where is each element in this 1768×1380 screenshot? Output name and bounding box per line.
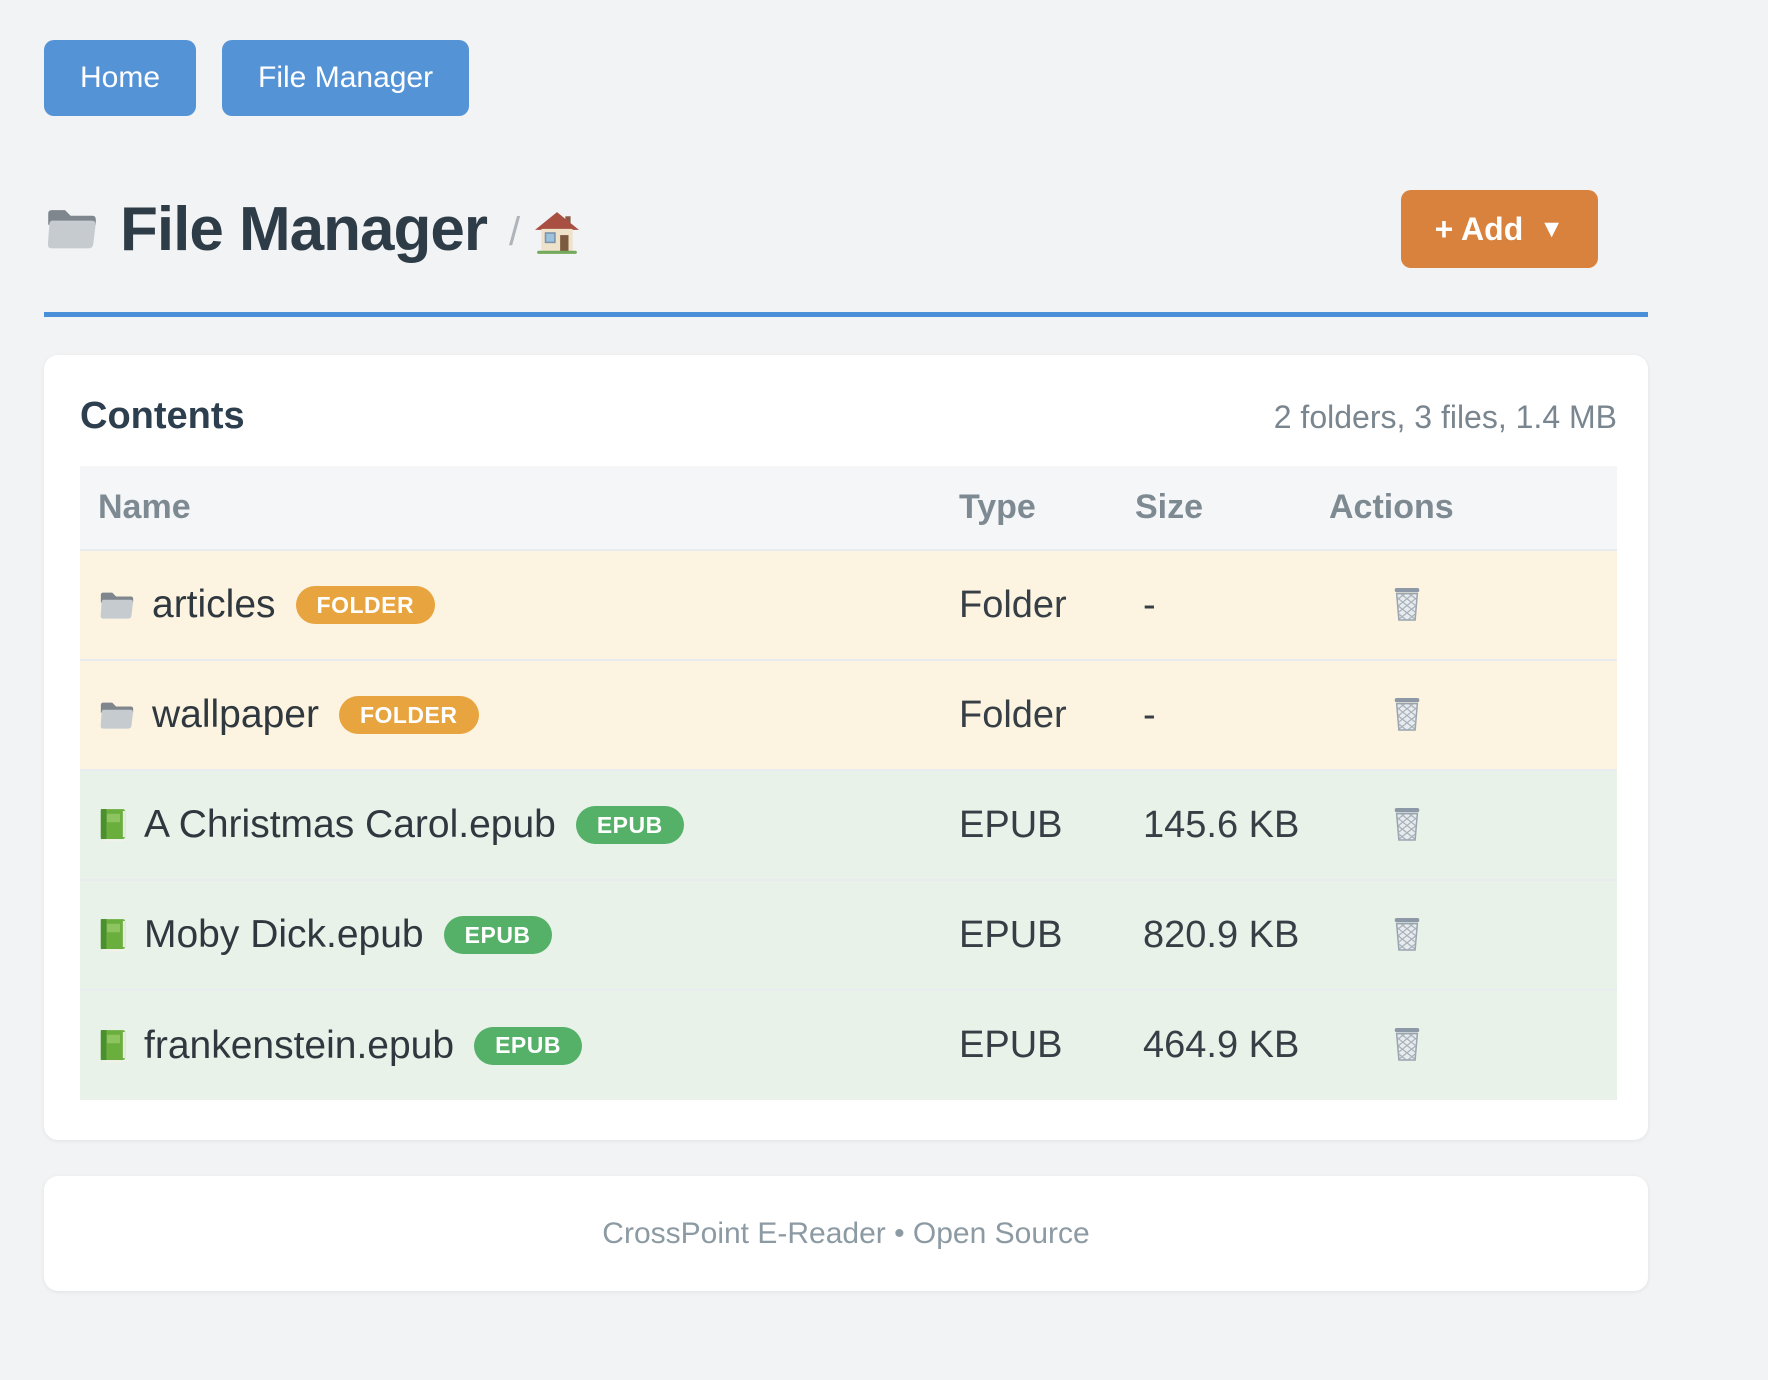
trash-icon — [1394, 697, 1420, 731]
title-group: File Manager / — [44, 194, 580, 265]
file-name: A Christmas Carol.epub — [144, 803, 556, 846]
folder-icon — [100, 702, 134, 729]
type-cell: EPUB — [943, 990, 1119, 1100]
type-cell: Folder — [943, 660, 1119, 770]
folder-icon — [100, 592, 134, 619]
file-name: wallpaper — [152, 693, 319, 736]
book-icon — [100, 919, 126, 952]
size-cell: - — [1119, 550, 1301, 660]
size-cell: - — [1119, 660, 1301, 770]
add-button[interactable]: + Add ▼ — [1400, 190, 1598, 268]
type-badge: FOLDER — [295, 586, 436, 624]
contents-summary: 2 folders, 3 files, 1.4 MB — [1273, 399, 1617, 435]
file-link[interactable]: Moby Dick.epub — [98, 913, 424, 957]
type-badge: FOLDER — [338, 696, 479, 734]
top-nav: Home File Manager — [44, 40, 1648, 116]
nav-button-file-manager[interactable]: File Manager — [222, 40, 470, 116]
title-divider — [44, 312, 1648, 317]
file-link[interactable]: articles — [98, 583, 276, 627]
page-header: File Manager / + Add ▼ — [44, 190, 1648, 268]
column-header-size: Size — [1119, 466, 1301, 550]
type-cell: Folder — [943, 550, 1119, 660]
delete-button[interactable] — [1391, 915, 1423, 956]
type-cell: EPUB — [943, 770, 1119, 880]
contents-card: Contents 2 folders, 3 files, 1.4 MB Name… — [44, 355, 1648, 1140]
type-badge: EPUB — [575, 806, 684, 844]
type-badge: EPUB — [474, 1026, 582, 1065]
table-row: frankenstein.epub EPUB EPUB 464.9 KB — [80, 990, 1617, 1100]
table-row: Moby Dick.epub EPUB EPUB 820.9 KB — [80, 880, 1617, 990]
trash-icon — [1394, 1028, 1420, 1061]
file-name: Moby Dick.epub — [144, 913, 424, 956]
column-header-type: Type — [943, 466, 1119, 550]
caret-down-icon: ▼ — [1539, 214, 1564, 243]
column-header-name: Name — [80, 466, 943, 550]
file-link[interactable]: A Christmas Carol.epub — [98, 803, 556, 847]
nav-button-home[interactable]: Home — [44, 40, 197, 116]
book-icon — [100, 809, 126, 842]
delete-button[interactable] — [1391, 695, 1423, 736]
column-header-actions: Actions — [1301, 466, 1617, 550]
house-icon[interactable] — [534, 211, 580, 255]
page: Home File Manager File Manager / + Add ▼ — [44, 0, 1648, 1291]
contents-heading: Contents — [80, 395, 245, 437]
table-row: articles FOLDER Folder - — [80, 550, 1617, 660]
trash-icon — [1394, 587, 1420, 621]
footer-text: CrossPoint E-Reader • Open Source — [602, 1216, 1090, 1250]
book-icon — [100, 1029, 126, 1063]
file-link[interactable]: frankenstein.epub — [98, 1024, 454, 1068]
type-cell: EPUB — [943, 880, 1119, 990]
table-row: wallpaper FOLDER Folder - — [80, 660, 1617, 770]
file-name: frankenstein.epub — [144, 1023, 455, 1067]
table-row: A Christmas Carol.epub EPUB EPUB 145.6 K… — [80, 770, 1617, 880]
contents-card-header: Contents 2 folders, 3 files, 1.4 MB — [80, 395, 1617, 438]
table-header-row: Name Type Size Actions — [80, 466, 1617, 550]
size-cell: 820.9 KB — [1119, 880, 1301, 990]
delete-button[interactable] — [1391, 1025, 1423, 1066]
delete-button[interactable] — [1391, 805, 1423, 846]
folder-icon — [47, 210, 96, 249]
trash-icon — [1394, 807, 1420, 841]
file-table: Name Type Size Actions articles FOLDE — [80, 466, 1617, 1100]
file-link[interactable]: wallpaper — [98, 693, 319, 737]
size-cell: 145.6 KB — [1119, 770, 1301, 880]
page-title: File Manager — [120, 194, 488, 264]
type-badge: EPUB — [443, 916, 552, 954]
footer: CrossPoint E-Reader • Open Source — [44, 1176, 1648, 1291]
add-button-label: + Add — [1434, 210, 1524, 247]
file-name: articles — [152, 583, 276, 626]
file-table-body: articles FOLDER Folder - — [80, 550, 1617, 1100]
breadcrumb-separator: / — [509, 209, 521, 254]
delete-button[interactable] — [1391, 585, 1423, 626]
trash-icon — [1394, 917, 1420, 951]
size-cell: 464.9 KB — [1119, 990, 1301, 1100]
